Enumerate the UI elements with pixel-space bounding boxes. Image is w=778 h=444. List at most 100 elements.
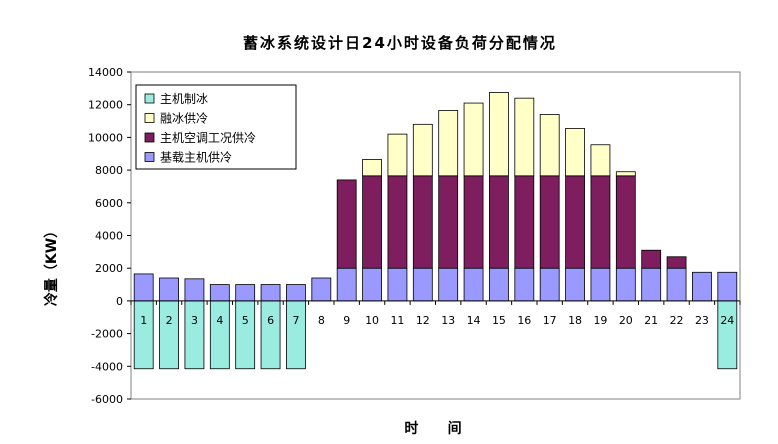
- x-tick-label: 4: [216, 314, 223, 327]
- x-tick-label: 13: [441, 314, 455, 327]
- x-tick-label: 8: [318, 314, 325, 327]
- bar-segment: [133, 300, 154, 370]
- bar-segment: [438, 175, 459, 269]
- legend-label: 主机空调工况供冷: [160, 131, 256, 145]
- x-tick-label: 21: [644, 314, 658, 327]
- bar-segment: [235, 300, 256, 370]
- bar-segment: [387, 267, 408, 302]
- x-tick-label: 19: [593, 314, 607, 327]
- x-tick-label: 18: [568, 314, 582, 327]
- bar-segment: [438, 267, 459, 302]
- legend-box: [135, 84, 297, 170]
- legend-swatch: [144, 132, 155, 143]
- y-tick-label: 14000: [88, 66, 123, 79]
- x-tick-label: 20: [619, 314, 633, 327]
- x-tick-label: 17: [543, 314, 557, 327]
- bar-segment: [209, 284, 230, 302]
- x-tick-label: 11: [390, 314, 404, 327]
- bar-segment: [438, 110, 459, 177]
- legend-label: 基载主机供冷: [160, 151, 232, 165]
- bar-segment: [286, 300, 306, 370]
- y-tick-label: 8000: [95, 164, 123, 177]
- bar-segment: [387, 175, 408, 269]
- bar-segment: [159, 300, 179, 370]
- bar-segment: [717, 300, 738, 370]
- bar-segment: [387, 133, 408, 177]
- legend-swatch: [144, 93, 155, 104]
- x-tick-label: 5: [242, 314, 249, 327]
- bar-segment: [184, 278, 205, 302]
- chart-title: 蓄冰系统设计日24小时设备负荷分配情况: [243, 34, 557, 52]
- bar-segment: [336, 267, 357, 302]
- bar-segment: [412, 123, 433, 177]
- x-tick-label: 7: [292, 314, 299, 327]
- legend-swatch: [144, 152, 155, 162]
- bar-segment: [692, 271, 712, 302]
- bar-segment: [565, 128, 585, 177]
- bar-segment: [565, 175, 585, 269]
- bar-segment: [260, 284, 281, 302]
- y-tick-label: -2000: [91, 328, 123, 341]
- bar-segment: [235, 284, 256, 302]
- y-tick-label: 2000: [95, 262, 123, 275]
- x-tick-label: 23: [695, 314, 709, 327]
- y-tick-label: 4000: [95, 230, 123, 243]
- x-tick-label: 1: [140, 314, 147, 327]
- bar-segment: [615, 171, 636, 177]
- y-axis-label: 冷量（KW）: [43, 224, 60, 306]
- y-tick-label: 0: [116, 295, 123, 308]
- bar-segment: [590, 144, 611, 177]
- bar-segment: [311, 277, 332, 302]
- bar-segment: [463, 267, 484, 302]
- bar-segment: [539, 114, 560, 177]
- bar-segment: [184, 300, 205, 370]
- bar-segment: [362, 267, 382, 302]
- bar-segment: [133, 273, 154, 302]
- bar-segment: [209, 300, 230, 370]
- bar-segment: [641, 249, 662, 269]
- y-tick-label: -4000: [91, 360, 123, 373]
- bar-segment: [362, 159, 382, 177]
- bar-segment: [463, 175, 484, 269]
- x-tick-label: 16: [517, 314, 531, 327]
- y-tick-label: 10000: [88, 131, 123, 144]
- bar-segment: [565, 267, 585, 302]
- bar-segment: [159, 277, 179, 302]
- x-tick-label: 22: [670, 314, 684, 327]
- bar-segment: [666, 256, 687, 269]
- bar-segment: [717, 271, 738, 302]
- bar-segment: [615, 267, 636, 302]
- bar-segment: [489, 267, 509, 302]
- x-tick-label: 2: [166, 314, 173, 327]
- y-tick-label: 12000: [88, 99, 123, 112]
- bar-segment: [539, 175, 560, 269]
- bar-segment: [590, 267, 611, 302]
- bar-segment: [489, 92, 509, 177]
- legend-label: 主机制冰: [160, 92, 208, 106]
- y-tick-label: -6000: [91, 393, 123, 406]
- bar-segment: [514, 97, 535, 177]
- bar-segment: [539, 267, 560, 302]
- legend-swatch: [144, 113, 155, 123]
- bar-segment: [463, 102, 484, 177]
- x-tick-label: 10: [365, 314, 379, 327]
- legend-label: 融冰供冷: [160, 112, 208, 126]
- bar-segment: [412, 267, 433, 302]
- bar-segment: [336, 179, 357, 269]
- x-tick-label: 14: [467, 314, 481, 327]
- bar-segment: [412, 175, 433, 269]
- bar-segment: [362, 175, 382, 269]
- x-axis-label: 时 间: [404, 420, 461, 437]
- x-tick-label: 12: [416, 314, 430, 327]
- bar-segment: [514, 267, 535, 302]
- bar-segment: [489, 175, 509, 269]
- bar-segment: [590, 175, 611, 269]
- bar-segment: [641, 267, 662, 302]
- y-tick-label: 6000: [95, 197, 123, 210]
- x-tick-label: 6: [267, 314, 274, 327]
- bar-segment: [514, 175, 535, 269]
- x-tick-label: 3: [191, 314, 198, 327]
- bar-segment: [286, 284, 306, 302]
